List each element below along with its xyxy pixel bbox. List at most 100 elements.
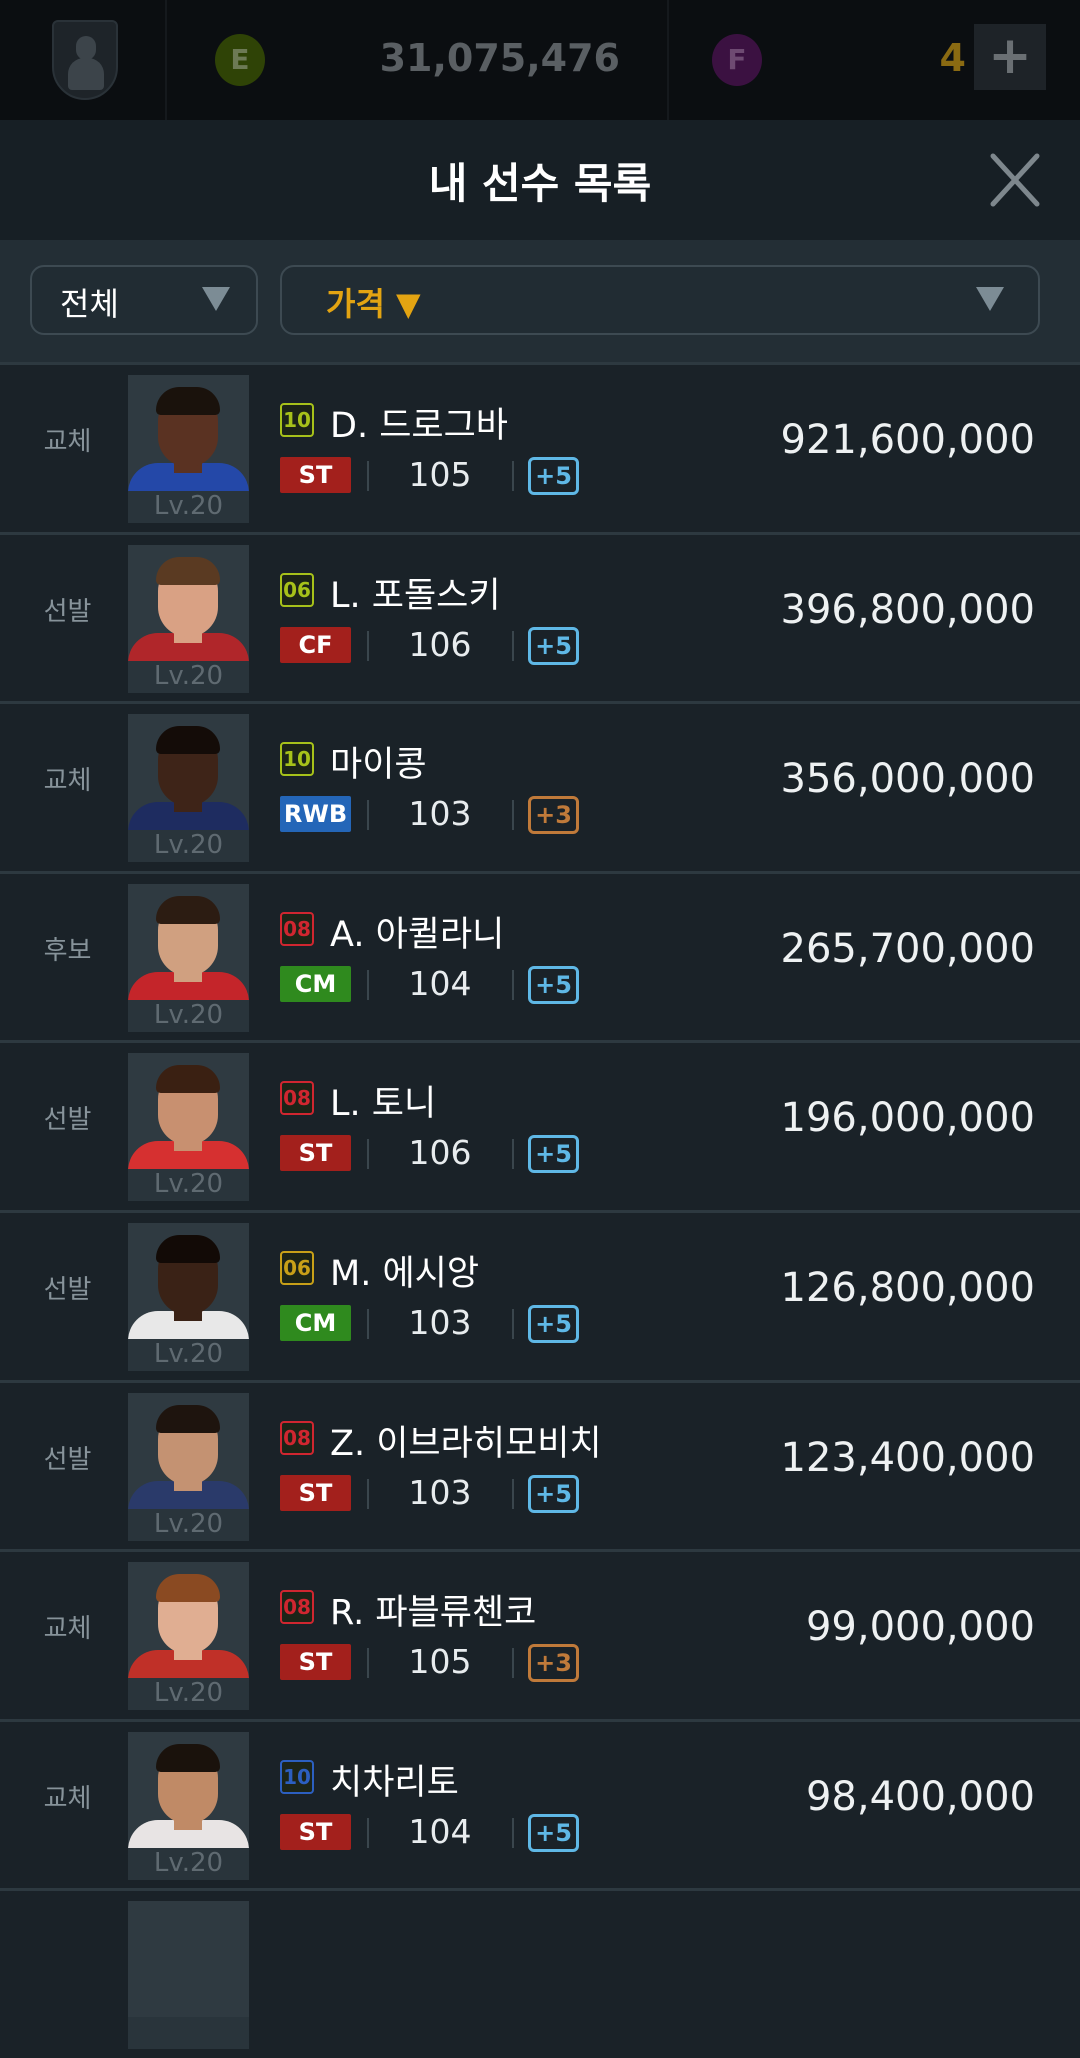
player-row[interactable]: 선발 Lv.20 08 L. 토니 ST 106 +5 196,000,000 (0, 1040, 1080, 1210)
player-card: Lv.20 (128, 1731, 249, 1880)
player-photo (128, 1222, 249, 1339)
position-badge: CM (280, 1304, 351, 1341)
divider (367, 1308, 369, 1339)
season-badge: 08 (280, 911, 314, 946)
position-filter-label: 전체 (60, 285, 119, 323)
divider (367, 1139, 369, 1170)
fp-amount: 4 (939, 36, 966, 80)
divider (667, 0, 669, 120)
overall-rating: 106 (408, 624, 472, 664)
player-price: 265,700,000 (780, 925, 1035, 972)
close-icon[interactable] (985, 150, 1045, 210)
divider (512, 630, 514, 661)
player-photo (128, 883, 249, 1000)
season-badge: 06 (280, 572, 314, 607)
player-price: 123,400,000 (780, 1434, 1035, 1481)
position-badge: ST (280, 457, 351, 493)
player-price: 196,000,000 (780, 1095, 1035, 1142)
player-row[interactable]: 교체 Lv.20 10 D. 드로그바 ST 105 +5 921,600,00… (0, 362, 1080, 532)
position-badge: ST (280, 1644, 351, 1681)
player-card: Lv.20 (128, 714, 249, 863)
divider (165, 0, 167, 120)
player-card: Lv.20 (128, 1392, 249, 1541)
upgrade-badge: +3 (528, 796, 579, 835)
player-photo (128, 714, 249, 831)
overall-rating: 104 (408, 1811, 472, 1851)
upgrade-badge: +3 (528, 1644, 579, 1683)
player-level: Lv.20 (153, 1338, 224, 1369)
divider (367, 630, 369, 661)
player-name: D. 드로그바 (330, 406, 509, 446)
upgrade-badge: +5 (528, 626, 579, 665)
upgrade-badge: +5 (528, 1304, 579, 1343)
upgrade-badge: +5 (528, 965, 579, 1004)
player-level: Lv.20 (153, 1169, 224, 1200)
player-price: 126,800,000 (780, 1264, 1035, 1311)
position-badge: RWB (280, 796, 351, 833)
player-level: Lv.20 (153, 1847, 224, 1878)
chevron-down-icon (976, 287, 1004, 311)
divider (367, 1817, 369, 1848)
currency-bar: E 31,075,476 F 4 + (0, 0, 1080, 120)
ep-amount: 31,075,476 (379, 36, 620, 80)
divider (512, 1648, 514, 1679)
player-row[interactable]: 선발 Lv.20 06 M. 에시앙 CM 103 +5 126,800,000 (0, 1209, 1080, 1380)
player-level: Lv.20 (153, 830, 224, 861)
player-row[interactable] (0, 1888, 1080, 2058)
manager-shield-icon[interactable] (52, 20, 118, 100)
player-card: Lv.20 (128, 1053, 249, 1202)
player-row[interactable]: 교체 Lv.20 08 R. 파블류첸코 ST 105 +3 99,000,00… (0, 1549, 1080, 1719)
lineup-status: 후보 (43, 935, 92, 966)
overall-rating: 103 (408, 1302, 472, 1342)
lineup-status: 선발 (43, 596, 92, 627)
player-level: Lv.20 (153, 1678, 224, 1709)
position-badge: CF (280, 626, 351, 663)
player-row[interactable]: 후보 Lv.20 08 A. 아퀼라니 CM 104 +5 265,700,00… (0, 870, 1080, 1041)
player-photo (128, 544, 249, 661)
player-photo (128, 1901, 249, 2018)
divider (512, 1817, 514, 1848)
player-row[interactable]: 선발 Lv.20 06 L. 포돌스키 CF 106 +5 396,800,00… (0, 531, 1080, 702)
player-price: 921,600,000 (780, 417, 1035, 463)
upgrade-badge: +5 (528, 457, 579, 495)
overall-rating: 106 (408, 1133, 472, 1173)
overall-rating: 103 (408, 794, 472, 834)
lineup-status: 선발 (43, 1274, 92, 1305)
player-name: L. 포돌스키 (330, 575, 501, 616)
position-badge: ST (280, 1813, 351, 1850)
season-badge: 08 (280, 1420, 314, 1455)
player-photo (128, 1562, 249, 1679)
player-level: Lv.20 (153, 660, 224, 691)
player-name: L. 토니 (330, 1084, 437, 1125)
player-row[interactable]: 교체 Lv.20 10 치차리토 ST 104 +5 98,400,000 (0, 1718, 1080, 1889)
position-filter-dropdown[interactable]: 전체 (30, 265, 258, 335)
divider (367, 800, 369, 831)
position-badge: CM (280, 965, 351, 1002)
overall-rating: 105 (408, 455, 472, 494)
divider (367, 969, 369, 1000)
player-card: Lv.20 (128, 375, 249, 523)
season-badge: 08 (280, 1590, 314, 1625)
player-price: 356,000,000 (780, 756, 1035, 803)
upgrade-badge: +5 (528, 1813, 579, 1852)
player-photo (128, 1392, 249, 1509)
lineup-status: 교체 (43, 1614, 92, 1645)
lineup-status: 교체 (43, 1783, 92, 1814)
add-currency-button[interactable]: + (974, 24, 1046, 90)
player-price: 396,800,000 (780, 586, 1035, 633)
overall-rating: 103 (408, 1472, 472, 1512)
season-badge: 08 (280, 1081, 314, 1116)
player-row[interactable]: 선발 Lv.20 08 Z. 이브라히모비치 ST 103 +5 123,400… (0, 1379, 1080, 1550)
player-name: 치차리토 (330, 1762, 459, 1803)
ep-coin-icon: E (215, 34, 265, 86)
player-price: 98,400,000 (805, 1773, 1035, 1820)
player-card: Lv.20 (128, 883, 249, 1032)
season-badge: 10 (280, 742, 314, 777)
player-photo (128, 375, 249, 491)
divider (512, 1308, 514, 1339)
player-row[interactable]: 교체 Lv.20 10 마이콩 RWB 103 +3 356,000,000 (0, 701, 1080, 871)
sort-dropdown[interactable]: 가격 ▼ (280, 265, 1040, 335)
player-list: 교체 Lv.20 10 D. 드로그바 ST 105 +5 921,600,00… (0, 362, 1080, 2058)
upgrade-badge: +5 (528, 1135, 579, 1174)
fp-coin-icon: F (712, 34, 762, 86)
